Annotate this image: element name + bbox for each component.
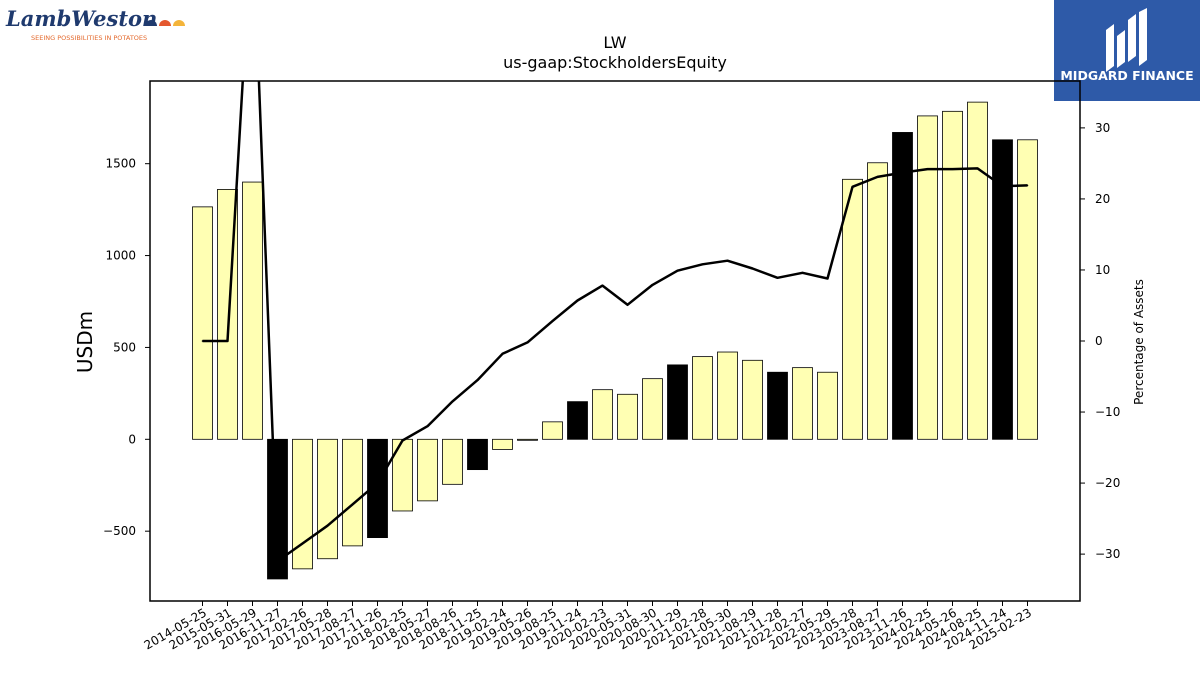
midgard-finance-logo: MIDGARD FINANCE bbox=[1054, 0, 1200, 101]
line-point-2016-11-27 bbox=[276, 560, 279, 563]
line-point-2017-05-28 bbox=[326, 524, 329, 527]
bar-2017-05-28 bbox=[317, 438, 338, 560]
bar-2020-11-29 bbox=[667, 364, 688, 440]
line-point-2024-02-25 bbox=[926, 168, 929, 170]
bar-2020-02-23 bbox=[592, 389, 613, 440]
bar-2024-08-25 bbox=[967, 101, 988, 440]
bar-2017-08-27 bbox=[342, 438, 363, 547]
line-point-2024-08-25 bbox=[976, 167, 979, 170]
bar-2024-11-24 bbox=[992, 139, 1013, 440]
line-point-2023-08-27 bbox=[876, 176, 879, 178]
line-point-2021-02-28 bbox=[701, 263, 704, 266]
line-point-2022-05-29 bbox=[826, 277, 829, 280]
line-point-2018-11-25 bbox=[476, 379, 479, 381]
bar-2023-11-26 bbox=[892, 132, 913, 440]
line-point-2019-11-24 bbox=[576, 299, 579, 302]
y-tick-label-right: −20 bbox=[1095, 476, 1120, 490]
bar-2020-05-31 bbox=[617, 393, 638, 440]
chart-title: LW bbox=[603, 33, 626, 52]
y-tick-label-right: 30 bbox=[1095, 121, 1110, 135]
bar-2025-02-23 bbox=[1017, 139, 1038, 440]
y-tick-label-right: 20 bbox=[1095, 192, 1110, 206]
line-point-2018-05-27 bbox=[426, 425, 429, 428]
lambweston-logo: LambWeston SEEING POSSIBILITIES IN POTAT… bbox=[4, 4, 194, 44]
bar-2021-08-29 bbox=[742, 359, 763, 440]
bar-2022-05-29 bbox=[817, 371, 838, 440]
line-point-2020-05-31 bbox=[626, 303, 629, 306]
midgard-emblem-icon bbox=[1106, 8, 1147, 72]
bar-2024-05-26 bbox=[942, 110, 963, 440]
percentage-of-assets-line bbox=[202, 81, 1028, 563]
line-point-2022-02-27 bbox=[801, 272, 804, 274]
line-point-2020-11-29 bbox=[676, 269, 679, 272]
bar-2014-05-25 bbox=[192, 206, 213, 440]
lambweston-logo-text: LambWeston bbox=[5, 6, 157, 31]
midgard-finance-label: MIDGARD FINANCE bbox=[1060, 68, 1193, 83]
chart-subtitle: us-gaap:StockholdersEquity bbox=[503, 53, 727, 72]
line-point-2023-05-28 bbox=[851, 186, 854, 188]
line-point-2019-05-26 bbox=[526, 341, 529, 344]
y-tick-label-left: 1500 bbox=[105, 157, 136, 171]
y-tick-label-right: 0 bbox=[1095, 334, 1103, 348]
bar-2016-05-29 bbox=[242, 181, 263, 440]
line-point-2023-11-26 bbox=[901, 171, 904, 174]
lambweston-tagline: SEEING POSSIBILITIES IN POTATOES bbox=[31, 34, 147, 42]
line-point-2019-02-24 bbox=[501, 352, 504, 355]
line-point-2018-08-26 bbox=[451, 400, 454, 403]
bar-2021-11-28 bbox=[767, 371, 788, 440]
y-tick-label-left: 500 bbox=[113, 340, 136, 354]
bar-2019-02-24 bbox=[492, 438, 513, 450]
bar-2018-08-26 bbox=[442, 438, 463, 485]
bars-layer bbox=[192, 101, 1038, 580]
bar-2021-05-30 bbox=[717, 351, 738, 440]
y-axis-label-left: USDm bbox=[73, 311, 97, 373]
line-layer bbox=[201, 81, 1029, 563]
line-point-2017-02-26 bbox=[301, 542, 304, 545]
bar-2017-02-26 bbox=[292, 438, 313, 570]
axes-layer: −500050010001500−30−20−1001020302014-05-… bbox=[103, 121, 1120, 653]
bar-2021-02-28 bbox=[692, 356, 713, 440]
bar-2024-02-25 bbox=[917, 115, 938, 440]
bar-2017-11-26 bbox=[367, 438, 388, 539]
y-tick-label-left: 0 bbox=[128, 432, 136, 446]
line-point-2024-11-24 bbox=[1001, 185, 1004, 187]
line-point-2021-05-30 bbox=[726, 259, 729, 262]
line-point-2015-05-31 bbox=[226, 340, 229, 342]
bar-2019-11-24 bbox=[567, 401, 588, 440]
bar-2023-08-27 bbox=[867, 162, 888, 440]
bar-2018-11-25 bbox=[467, 438, 488, 471]
bar-2023-05-28 bbox=[842, 178, 863, 440]
bar-2019-08-25 bbox=[542, 421, 563, 440]
line-point-2024-05-26 bbox=[951, 168, 954, 170]
y-tick-label-right: 10 bbox=[1095, 263, 1110, 277]
line-point-2014-05-25 bbox=[201, 340, 204, 342]
line-point-2017-08-27 bbox=[351, 503, 354, 506]
bar-2016-11-27 bbox=[267, 438, 288, 580]
y-tick-label-right: −10 bbox=[1095, 405, 1120, 419]
line-point-2018-02-25 bbox=[401, 439, 404, 442]
line-point-2020-02-23 bbox=[601, 284, 604, 287]
line-point-2020-08-30 bbox=[651, 284, 654, 286]
plot-frame bbox=[149, 80, 1081, 602]
line-point-2021-08-29 bbox=[751, 267, 754, 270]
bar-2018-05-27 bbox=[417, 438, 438, 502]
line-point-2017-11-26 bbox=[376, 482, 379, 484]
line-point-2021-11-28 bbox=[776, 276, 779, 279]
y-tick-label-right: −30 bbox=[1095, 547, 1120, 561]
bar-2020-08-30 bbox=[642, 378, 663, 440]
line-point-2025-02-23 bbox=[1026, 184, 1029, 187]
bar-2019-05-26 bbox=[517, 438, 538, 441]
bar-2022-02-27 bbox=[792, 367, 813, 440]
y-tick-label-left: 1000 bbox=[105, 249, 136, 263]
y-tick-label-left: −500 bbox=[103, 524, 136, 538]
y-axis-label-right: Percentage of Assets bbox=[1132, 279, 1146, 405]
line-point-2019-08-25 bbox=[551, 320, 554, 322]
